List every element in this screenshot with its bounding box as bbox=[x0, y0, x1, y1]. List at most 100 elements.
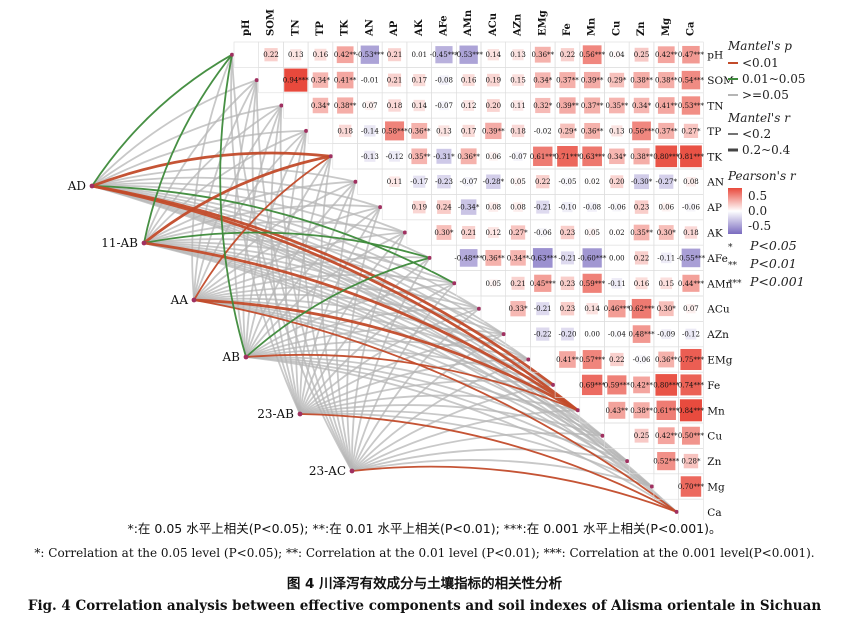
cell-label: -0.08 bbox=[583, 204, 601, 212]
cell-label: 0.21 bbox=[387, 51, 403, 59]
caption-chinese-note: *:在 0.05 水平上相关(P<0.05); **:在 0.01 水平上相关(… bbox=[127, 521, 722, 536]
cell-label: 0.70*** bbox=[678, 483, 705, 491]
link-ad-mg bbox=[91, 185, 653, 488]
anchor-dot-mn bbox=[575, 408, 580, 413]
source-label-23-ab: 23-AB bbox=[257, 407, 294, 421]
column-header-ak: AK bbox=[414, 19, 425, 37]
cell-ph-azn bbox=[512, 49, 524, 61]
link-ad-cu bbox=[91, 185, 604, 437]
cell-label: 0.13 bbox=[436, 127, 452, 135]
link-ab-ap bbox=[245, 206, 381, 358]
link-aa-amn bbox=[193, 274, 455, 301]
link-ad-an bbox=[91, 167, 356, 187]
grid-cell bbox=[530, 346, 556, 373]
cell-label: 0.12 bbox=[461, 102, 477, 110]
link-ab-an bbox=[245, 181, 357, 358]
cell-label: -0.11 bbox=[657, 254, 675, 262]
cell-label: -0.06 bbox=[633, 356, 651, 364]
cell-label: 0.34* bbox=[533, 77, 553, 85]
cell-tn-mn bbox=[584, 97, 601, 114]
cell-label: -0.21 bbox=[534, 305, 552, 313]
row-label-azn: AZn bbox=[706, 329, 729, 341]
link-ad-ph bbox=[91, 53, 233, 187]
cell-ak-zn bbox=[633, 224, 650, 241]
grid-cell bbox=[505, 321, 531, 348]
cell-tp-azn bbox=[511, 124, 525, 138]
cell-label: 0.54*** bbox=[678, 77, 705, 85]
cell-tk-ca bbox=[680, 145, 702, 168]
legend-sig-item: P<0.01 bbox=[749, 256, 797, 271]
heatmap-cells bbox=[264, 45, 702, 497]
cell-ph-afe bbox=[435, 46, 453, 64]
cell-label: 0.37** bbox=[556, 77, 579, 85]
cell-label: 0.29* bbox=[607, 77, 627, 85]
cell-label: -0.17 bbox=[410, 178, 428, 186]
cell-acu-mn bbox=[586, 303, 598, 315]
cell-label: 0.18 bbox=[683, 229, 699, 237]
row-label-tk: TK bbox=[707, 151, 722, 163]
cell-label: -0.22 bbox=[534, 331, 552, 339]
cell-label: 0.22 bbox=[263, 51, 279, 59]
cell-label: 0.22 bbox=[535, 178, 551, 186]
cell-amn-mg bbox=[660, 277, 673, 290]
cell-afe-cu bbox=[614, 255, 619, 260]
cell-label: 0.23 bbox=[634, 204, 650, 212]
row-label-an: AN bbox=[706, 177, 724, 189]
row-label-emg: EMg bbox=[707, 355, 732, 367]
anchor-dot-ph bbox=[230, 52, 234, 57]
row-label-som: SOM bbox=[707, 75, 734, 87]
grid-cell bbox=[357, 168, 383, 195]
cell-tk-azn bbox=[513, 151, 523, 161]
cell-tk-zn bbox=[633, 148, 650, 165]
cell-label: 0.58*** bbox=[382, 127, 409, 135]
source-dot-aa bbox=[191, 297, 197, 303]
cell-afe-mn bbox=[582, 248, 602, 268]
anchor-dot-mg bbox=[649, 484, 654, 489]
link-ab-ak bbox=[245, 231, 406, 358]
cell-tk-cu bbox=[609, 148, 625, 165]
row-label-cu: Cu bbox=[707, 431, 722, 443]
cell-ak-cu bbox=[613, 229, 621, 236]
cell-som-zn bbox=[633, 72, 650, 89]
cell-mn-ca bbox=[679, 399, 702, 422]
cell-afe-acu bbox=[485, 249, 502, 266]
cell-label: -0.07 bbox=[435, 102, 453, 110]
cell-label: 0.07 bbox=[683, 305, 699, 313]
source-dot-11-ab bbox=[141, 240, 147, 246]
cell-emg-zn bbox=[637, 355, 646, 364]
cell-label: 0.38** bbox=[630, 77, 653, 85]
cell-an-ap bbox=[389, 176, 400, 187]
cell-label: 0.38** bbox=[334, 102, 357, 110]
cell-an-ca bbox=[686, 176, 696, 187]
source-dot-ad bbox=[89, 183, 95, 189]
cell-label: 0.36** bbox=[482, 254, 505, 262]
cell-emg-ca bbox=[680, 348, 702, 371]
cell-label: 0.39** bbox=[581, 77, 604, 85]
link-ab-mg bbox=[245, 356, 653, 488]
row-label-fe: Fe bbox=[707, 380, 720, 392]
cell-ak-acu bbox=[487, 227, 499, 238]
cell-tp-ak bbox=[411, 122, 428, 139]
cell-label: 0.25 bbox=[634, 432, 650, 440]
cell-label: -0.53*** bbox=[454, 51, 483, 59]
mantel-correlation-figure: pH SOM TN TP TK AN AP AK AFe AMn ACu AZn EMg Fe Mn Cu Zn… bbox=[67, 9, 806, 520]
cell-an-amn bbox=[464, 177, 474, 187]
cell-label: 0.02 bbox=[609, 229, 625, 237]
cell-tp-acu bbox=[485, 122, 502, 140]
cell-acu-azn bbox=[510, 301, 526, 317]
column-header-ph: pH bbox=[241, 20, 252, 36]
cell-label: 0.34* bbox=[607, 153, 627, 161]
cell-fe-zn bbox=[633, 376, 650, 394]
cell-label: 0.84*** bbox=[678, 407, 705, 415]
cell-tp-emg bbox=[539, 127, 547, 135]
cell-label: 0.02 bbox=[584, 178, 600, 186]
anchor-dot-amn bbox=[452, 281, 457, 286]
link-aa-tk bbox=[193, 155, 332, 301]
cell-label: 0.06 bbox=[486, 153, 502, 161]
cell-label: 0.17 bbox=[461, 127, 477, 135]
cell-tn-ap bbox=[388, 99, 401, 112]
cell-label: 0.42** bbox=[334, 51, 357, 59]
legend-mantel-r-title: Mantel's r bbox=[727, 111, 791, 125]
link-23-ab-zn bbox=[299, 409, 628, 462]
cell-tp-fe bbox=[560, 123, 575, 139]
